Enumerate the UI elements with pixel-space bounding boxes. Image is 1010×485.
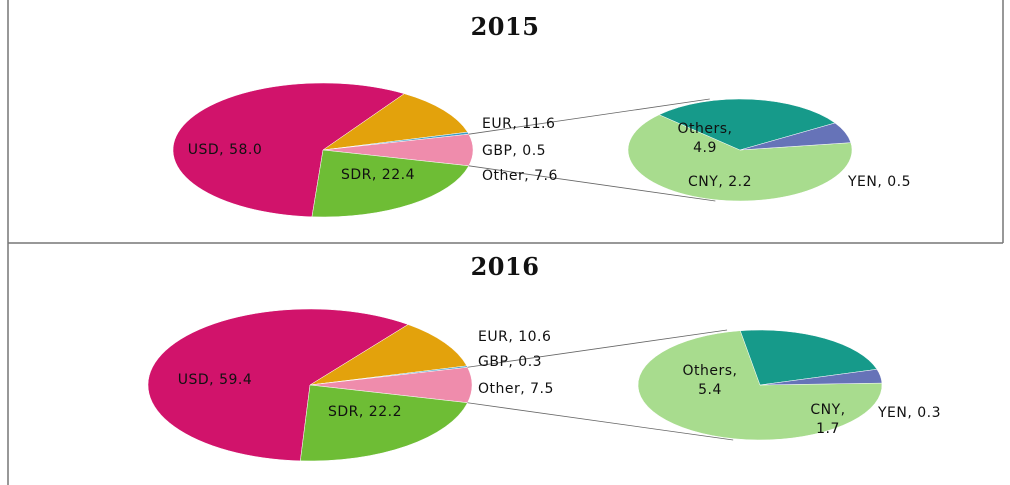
pie-slice	[172, 82, 405, 218]
pie-slice	[322, 93, 468, 151]
data-label: YEN, 0.5	[847, 174, 911, 190]
pie-slice	[300, 384, 468, 462]
pie-slice	[309, 324, 468, 386]
pie-slice	[147, 308, 409, 462]
pie-slice	[311, 149, 470, 218]
connector-line	[467, 329, 728, 368]
connector-line	[468, 98, 710, 135]
data-label: YEN, 0.3	[877, 405, 941, 421]
data-label: SDR, 22.2	[328, 404, 402, 420]
data-label: Others, 5.4	[683, 363, 738, 398]
pie-slice	[627, 114, 853, 202]
data-label: EUR, 11.6	[482, 116, 555, 132]
data-label: Other, 7.5	[478, 381, 554, 397]
data-label: GBP, 0.5	[482, 143, 546, 159]
data-label: CNY, 1.7	[810, 402, 845, 437]
connector-line	[467, 402, 734, 441]
data-label: SDR, 22.4	[341, 167, 415, 183]
data-label: USD, 58.0	[188, 142, 263, 158]
data-label: USD, 59.4	[178, 372, 253, 388]
pie-slice	[739, 122, 852, 151]
data-label: Other, 7.6	[482, 168, 558, 184]
data-label: Others, 4.9	[678, 121, 733, 156]
pie-slice	[759, 369, 883, 386]
chart-title: 2015	[471, 12, 540, 41]
pie-slice	[739, 329, 878, 386]
chart-title: 2016	[471, 252, 540, 281]
pie-slice	[658, 98, 836, 151]
data-label: EUR, 10.6	[478, 329, 551, 345]
pie-slice	[637, 330, 883, 441]
data-label: GBP, 0.3	[478, 354, 542, 370]
data-label: CNY, 2.2	[688, 174, 752, 190]
connector-line	[468, 165, 716, 202]
